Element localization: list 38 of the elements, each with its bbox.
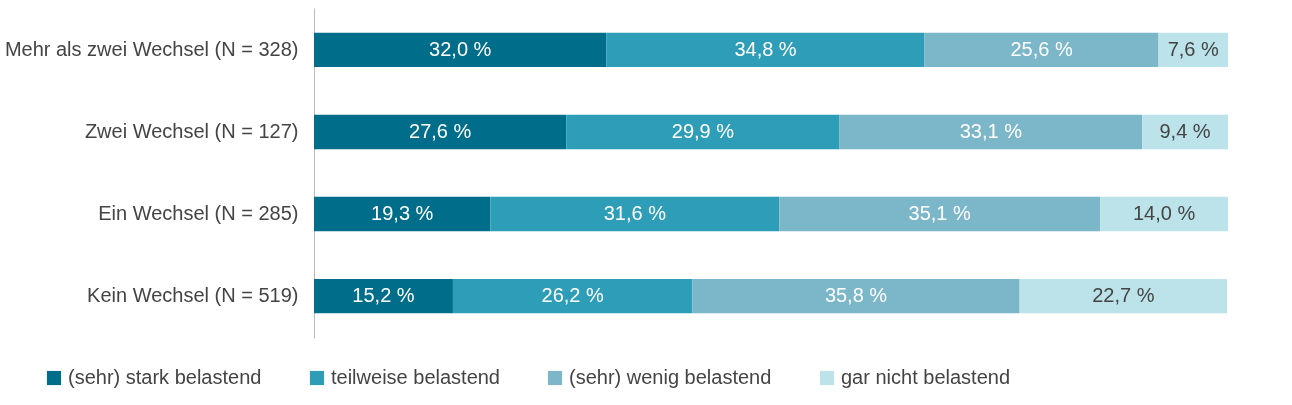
data-label: 7,6 % xyxy=(1167,37,1220,60)
bar xyxy=(692,278,1020,314)
bar xyxy=(314,114,567,150)
data-label: 33,1 % xyxy=(959,119,1023,142)
data-label: 22,7 % xyxy=(1092,284,1155,307)
bar xyxy=(314,32,607,68)
y-tick-label: Mehr als zwei Wechsel (N = 328) xyxy=(4,37,299,60)
legend-label: (sehr) stark belastend xyxy=(68,366,262,388)
y-tick-label: Ein Wechsel (N = 285) xyxy=(98,202,299,225)
legend-label: (sehr) wenig belastend xyxy=(569,366,772,388)
data-label: 9,4 % xyxy=(1159,119,1211,142)
data-label: 26,2 % xyxy=(541,284,605,307)
data-label: 29,9 % xyxy=(671,119,735,142)
bar xyxy=(1100,196,1228,232)
data-label: 35,1 % xyxy=(908,202,971,225)
legend-label: gar nicht belastend xyxy=(841,366,1011,388)
data-label: 15,2 % xyxy=(352,284,415,307)
data-label: 14,0 % xyxy=(1132,202,1196,225)
bar xyxy=(452,278,693,314)
bar xyxy=(839,114,1143,150)
y-tick-label: Zwei Wechsel (N = 127) xyxy=(84,119,299,142)
bar xyxy=(1019,278,1228,314)
data-label: 31,6 % xyxy=(603,202,667,225)
data-label: 34,8 % xyxy=(734,37,797,60)
bar xyxy=(779,196,1101,232)
bar xyxy=(924,32,1159,68)
bar xyxy=(314,278,453,314)
data-label: 35,8 % xyxy=(824,284,888,307)
data-label: 27,6 % xyxy=(409,119,472,142)
bar xyxy=(490,196,780,232)
bar xyxy=(566,114,840,150)
data-label: 25,6 % xyxy=(1010,37,1073,60)
legend-label: teilweise belastend xyxy=(331,366,500,388)
data-label: 19,3 % xyxy=(371,202,434,225)
bar xyxy=(314,196,491,232)
y-tick-label: Kein Wechsel (N = 519) xyxy=(87,284,299,307)
bar xyxy=(606,32,925,68)
data-label: 32,0 % xyxy=(429,37,492,60)
